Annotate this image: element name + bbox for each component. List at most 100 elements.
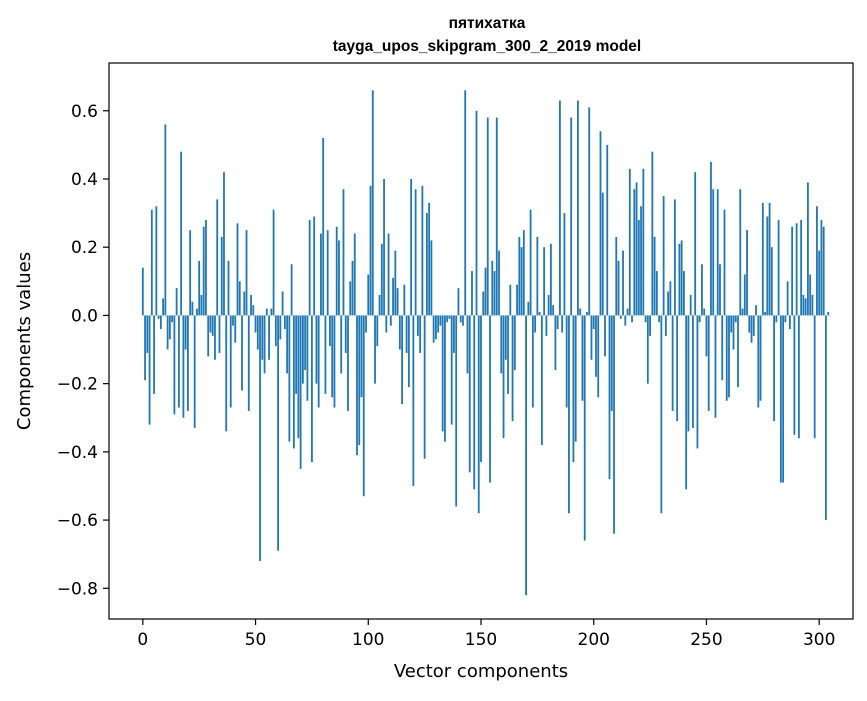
bar [297,315,300,439]
bar [687,315,690,432]
x-tick-label: 250 [690,630,722,650]
bar [694,172,697,316]
bar [692,315,694,428]
bar [398,315,401,350]
bar [820,219,823,316]
bar [561,315,564,333]
bar [428,202,431,316]
bar [338,240,340,316]
bar [597,315,600,398]
bar [707,315,710,411]
bar [157,315,160,319]
bar [421,185,424,316]
chart-title: пятихатка [449,15,526,32]
bar [761,202,764,316]
bar [281,291,284,316]
bar [412,315,415,486]
bar [184,315,187,350]
bar [459,315,462,323]
bar [349,281,352,316]
bar [770,247,773,316]
bar [804,298,807,316]
bar [389,315,392,326]
bar [793,315,796,435]
bar [315,315,318,384]
bar [272,209,275,316]
bar [453,315,455,353]
bar [198,260,201,316]
bar [543,247,546,316]
bar [811,294,814,316]
bar [171,315,174,323]
bar [223,172,225,316]
bar [547,294,550,316]
bar [559,100,561,316]
bar [144,315,146,381]
bar [619,315,622,319]
bar [525,315,527,596]
y-tick-label: −0.6 [57,511,98,531]
bar [180,151,183,316]
bar [189,230,192,316]
bar [545,315,548,336]
bar [640,206,642,316]
bar [649,315,651,336]
bar [520,247,523,316]
bar [211,315,214,336]
bar [311,315,313,463]
bar [689,294,692,316]
bar [342,189,345,316]
bar [193,315,196,428]
bar [419,315,422,353]
bar [486,117,489,316]
bar [752,315,755,336]
bar [220,236,223,316]
bar [356,315,358,456]
bar [218,315,221,353]
bar [676,315,679,422]
y-axis-ticks: −0.8 −0.6 −0.4 −0.2 0.0 0.2 0.4 0.6 [57,102,109,599]
bar [423,315,426,459]
bar [493,271,496,316]
bar [430,240,433,316]
bar [450,315,453,425]
bar [667,291,670,316]
bar [498,250,500,316]
bar [187,315,189,411]
bar [683,271,685,316]
bar [322,138,325,316]
bar [295,315,298,394]
bar [304,315,307,370]
bar [822,226,825,316]
bar [265,308,268,316]
bar [407,315,410,388]
bar [516,284,518,316]
bar [637,219,640,316]
y-tick-label: −0.2 [57,375,98,395]
bar [570,117,573,316]
bar [766,216,769,316]
bar [358,315,361,446]
bar [786,281,789,316]
bar [802,294,805,316]
bar [209,315,212,333]
bar [383,178,385,316]
bar [583,315,586,541]
bar [522,230,525,316]
bar [773,315,775,422]
bar [446,315,449,323]
bar [579,308,582,316]
bar [455,315,458,507]
bar [196,308,198,316]
bar [755,305,757,316]
bar [574,315,577,442]
bar [590,315,593,360]
bar [437,315,440,333]
x-tick-label: 100 [352,630,384,650]
bar [577,100,579,316]
bar [489,315,491,483]
bar [581,315,584,401]
bar [205,219,207,316]
bar [554,315,557,370]
